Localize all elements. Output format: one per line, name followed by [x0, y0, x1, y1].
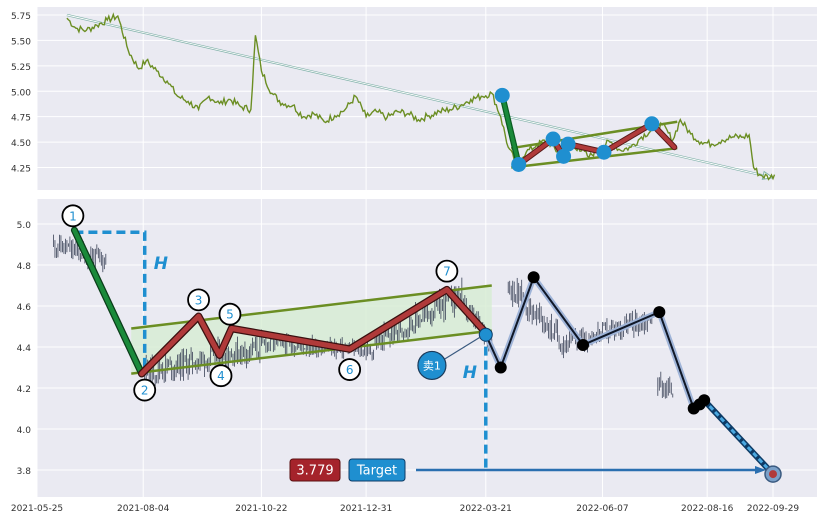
projection-pivot-dot	[527, 271, 540, 284]
pattern-point-label: 7	[443, 265, 451, 279]
top-pivot-dot	[556, 148, 572, 164]
pattern-point-circle	[435, 259, 459, 283]
pattern-point-label: 5	[226, 308, 234, 322]
sell-signal-label: 卖1	[423, 359, 441, 372]
sell-signal-dot	[478, 327, 493, 342]
projection-pivot-dot	[577, 338, 590, 351]
top-y-tick-label: 5.00	[11, 88, 31, 98]
x-tick-label: 2022-09-29	[747, 504, 800, 514]
pattern-point-label: 1	[69, 209, 77, 223]
x-tick-label: 2021-12-31	[340, 504, 392, 514]
bottom-candlestick-panel: 3.8 4.0 4.2 4.4 4.6 4.8 5.0 2021-05-25 2021-08-0…	[11, 199, 817, 514]
target-value-text: 3.779	[296, 464, 333, 479]
x-tick-label: 2021-10-22	[235, 504, 287, 514]
projection-pivot-dot	[698, 394, 711, 407]
height-marker-dashed	[74, 230, 147, 374]
channel-lower-line	[131, 329, 492, 375]
x-tick-label: 2022-08-16	[681, 504, 734, 514]
x-tick-label: 2021-05-25	[11, 504, 63, 514]
pattern-point-circle	[218, 302, 242, 326]
top-y-tick-label: 4.25	[11, 165, 31, 175]
target-arrow	[703, 399, 775, 476]
top-pivot-dot	[596, 144, 612, 160]
top-y-tick-label: 5.25	[11, 63, 31, 73]
top-price-panel: 4.25 4.50 4.75 5.00 5.25 5.50 5.75	[11, 7, 817, 190]
sell-signal-pointer	[443, 336, 482, 360]
height-marker-label: H	[154, 254, 168, 274]
height-marker-2-label: H	[463, 363, 477, 383]
bottom-y-tick-label: 4.2	[17, 385, 31, 395]
x-tick-label: 2021-08-04	[117, 504, 170, 514]
projection-pivot-dot	[494, 361, 507, 374]
target-point-inner	[769, 470, 777, 479]
target-label-text: Target	[356, 464, 397, 479]
top-channel-lower	[511, 146, 678, 169]
pattern-point-circle	[61, 204, 85, 228]
target-level-arrowhead	[755, 466, 767, 474]
top-pivot-dot	[644, 116, 660, 132]
bottom-y-tick-label: 4.6	[17, 303, 32, 313]
pattern-point-label: 2	[141, 384, 149, 398]
top-pivot-dot	[560, 136, 576, 152]
top-pivot-dot	[511, 156, 527, 172]
pattern-point-circle	[133, 378, 157, 402]
zigzag-line	[139, 287, 489, 377]
top-y-tick-label: 4.50	[11, 139, 31, 149]
sell-signal-bubble	[417, 350, 447, 381]
pattern-point-circle	[209, 364, 233, 388]
pattern-point-circle	[338, 358, 362, 381]
target-value-badge	[289, 458, 341, 482]
bottom-y-tick-label: 4.0	[17, 426, 32, 436]
x-tick-label: 2022-06-07	[576, 504, 628, 514]
projection-pivot-dot	[653, 306, 666, 319]
top-y-tick-label: 5.50	[11, 37, 31, 47]
drop-leg	[72, 227, 144, 376]
target-label-badge	[348, 458, 406, 482]
pattern-point-label: 6	[346, 363, 354, 377]
pattern-point-label: 4	[217, 369, 225, 383]
bottom-y-tick-label: 3.8	[17, 467, 32, 477]
bottom-y-tick-label: 4.4	[17, 344, 32, 354]
pattern-point-label: 3	[195, 293, 203, 307]
x-tick-label: 2022-03-21	[460, 504, 512, 514]
top-drop-leg	[500, 93, 521, 167]
pattern-point-circle	[187, 288, 210, 312]
top-y-tick-label: 5.75	[11, 12, 31, 22]
top-pivot-dot	[545, 131, 561, 147]
bottom-y-tick-label: 4.8	[17, 262, 32, 272]
bottom-y-tick-label: 5.0	[17, 221, 32, 231]
top-y-tick-label: 4.75	[11, 114, 31, 124]
top-pivot-dot	[494, 87, 510, 103]
